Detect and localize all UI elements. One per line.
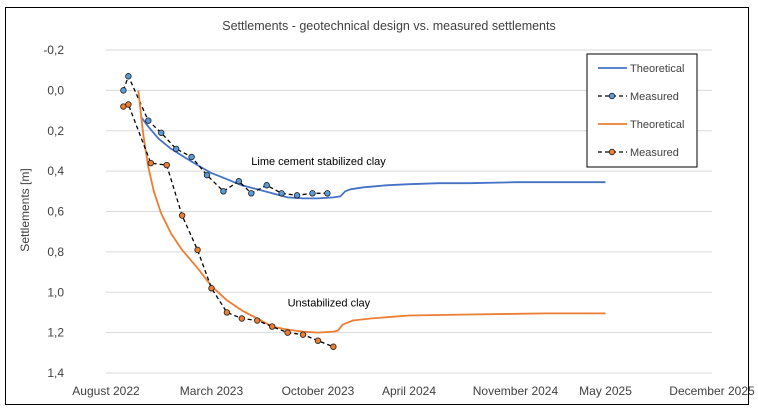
legend-marker: [608, 148, 616, 156]
annotation-label: Unstabilized clay: [288, 297, 371, 309]
data-point: [248, 190, 255, 197]
series-line-2: [122, 75, 328, 196]
data-point: [125, 101, 132, 108]
grid-lines: [106, 49, 712, 374]
legend-label: Measured: [630, 91, 679, 103]
x-tick-label: May 2025: [579, 384, 632, 398]
y-tick-labels: -0,2 0,0 0,2 0,4 0,6 0,8 1,0 1,2 1,4: [43, 43, 64, 380]
y-tick-label: 0,4: [47, 164, 64, 178]
data-point: [263, 182, 270, 189]
legend-label: Theoretical: [630, 119, 684, 131]
legend-marker: [608, 92, 616, 100]
annotation-label: Lime cement stabilized clay: [251, 156, 386, 168]
data-point: [125, 73, 132, 80]
y-tick-label: 0,0: [47, 83, 64, 97]
data-point: [299, 331, 307, 338]
legend-label: Measured: [630, 147, 679, 159]
legend-label: Theoretical: [630, 63, 684, 75]
data-point: [254, 317, 261, 324]
y-tick-label: 0,6: [47, 205, 64, 219]
x-tick-label: August 2022: [72, 384, 140, 398]
x-tick-label: December 2025: [669, 384, 755, 398]
data-point: [268, 323, 276, 330]
legend-box: [586, 53, 698, 168]
series-layer: [120, 73, 606, 350]
y-axis-label: Settlements [m]: [18, 168, 32, 251]
y-tick-label: 1,0: [47, 285, 64, 299]
data-point: [172, 145, 180, 153]
data-point: [238, 315, 246, 322]
x-tick-label: March 2023: [180, 384, 244, 398]
y-tick-label: 0,8: [47, 245, 64, 259]
series-line-1: [140, 116, 606, 200]
data-point: [178, 212, 186, 219]
data-point: [203, 171, 211, 179]
data-point: [194, 246, 201, 254]
x-tick-labels: August 2022 March 2023 October 2023 April 2…: [72, 384, 755, 398]
data-point: [330, 343, 337, 350]
legend: Theoretical Measured Theoretical Measured: [586, 53, 698, 168]
data-point: [223, 309, 231, 316]
y-tick-label: 1,4: [47, 366, 64, 380]
data-point: [120, 87, 127, 94]
x-tick-label: April 2024: [382, 384, 436, 398]
x-tick-label: November 2024: [473, 384, 559, 398]
data-point: [208, 285, 215, 292]
data-point: [278, 190, 285, 197]
data-point: [220, 188, 227, 195]
series-line-4: [123, 103, 334, 348]
data-point: [324, 190, 331, 197]
data-point: [147, 159, 154, 167]
y-tick-label: -0,2: [43, 43, 64, 57]
data-point: [235, 178, 243, 185]
chart-title: Settlements - geotechnical design vs. me…: [222, 19, 556, 33]
data-point: [145, 117, 152, 124]
y-tick-label: 0,2: [47, 124, 64, 138]
y-tick-label: 1,2: [47, 326, 64, 340]
x-tick-label: October 2023: [282, 384, 355, 398]
data-point: [284, 329, 291, 336]
data-point: [163, 161, 170, 169]
annotations: Lime cement stabilized clay Unstabilized …: [251, 156, 386, 309]
data-point: [314, 337, 322, 344]
data-point: [293, 192, 301, 199]
data-point: [188, 153, 195, 161]
data-point: [158, 129, 165, 136]
data-point: [309, 190, 316, 197]
